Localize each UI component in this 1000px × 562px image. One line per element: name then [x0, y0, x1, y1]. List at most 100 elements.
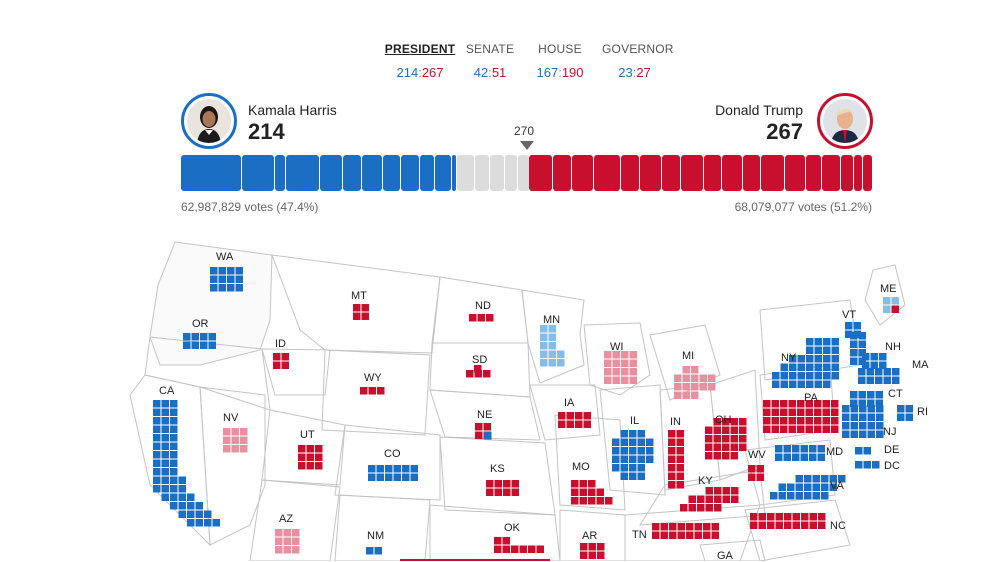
tile-ar[interactable]: [580, 551, 588, 560]
tile-ut[interactable]: [306, 445, 315, 453]
tile-ca[interactable]: [187, 510, 195, 519]
tile-in[interactable]: [676, 464, 685, 472]
tile-ks[interactable]: [511, 488, 520, 497]
tile-mn[interactable]: [548, 325, 557, 333]
tile-va[interactable]: [787, 483, 795, 492]
tile-sd[interactable]: [483, 370, 491, 378]
tile-ny[interactable]: [858, 332, 867, 340]
tile-ny[interactable]: [850, 357, 858, 366]
tile-pa[interactable]: [788, 408, 797, 417]
tile-ca[interactable]: [170, 476, 178, 485]
tile-pa[interactable]: [771, 400, 780, 408]
tile-mo[interactable]: [579, 497, 588, 505]
tile-pa[interactable]: [788, 425, 797, 434]
bar-segment-rep[interactable]: [806, 155, 821, 191]
tile-ma[interactable]: [883, 368, 892, 376]
bar-segment-dem[interactable]: [452, 155, 456, 191]
tile-ca[interactable]: [204, 510, 212, 519]
tile-nc[interactable]: [818, 521, 826, 530]
tile-wi[interactable]: [612, 368, 621, 376]
tile-pa[interactable]: [805, 408, 814, 417]
tile-wv[interactable]: [748, 473, 756, 482]
tile-id[interactable]: [273, 361, 281, 370]
tile-pa[interactable]: [797, 425, 805, 434]
tile-ok[interactable]: [511, 545, 519, 554]
tile-ct[interactable]: [850, 399, 858, 408]
tile-az[interactable]: [275, 546, 283, 554]
tile-ny[interactable]: [858, 357, 867, 366]
tile-tn[interactable]: [677, 531, 686, 540]
tile-mt[interactable]: [353, 312, 361, 321]
tile-ny[interactable]: [806, 372, 814, 380]
tile-wi[interactable]: [612, 376, 621, 385]
tile-md[interactable]: [775, 453, 783, 462]
tile-nm[interactable]: [374, 547, 383, 555]
tile-wi[interactable]: [629, 359, 638, 368]
tile-ca[interactable]: [170, 468, 178, 476]
tile-or[interactable]: [183, 333, 191, 341]
tile-ca[interactable]: [153, 434, 161, 442]
tile-ct[interactable]: [867, 391, 875, 399]
tile-ri[interactable]: [905, 413, 914, 422]
bar-segment-dem[interactable]: [362, 155, 382, 191]
tile-ia[interactable]: [558, 412, 566, 420]
tile-mi[interactable]: [682, 383, 691, 391]
bar-segment-dem[interactable]: [286, 155, 319, 191]
tile-ny[interactable]: [823, 372, 831, 380]
tile-in[interactable]: [668, 455, 676, 464]
tile-va[interactable]: [812, 475, 821, 483]
tile-pa[interactable]: [831, 400, 839, 408]
tile-mi[interactable]: [708, 374, 716, 383]
tile-ar[interactable]: [580, 543, 588, 551]
tile-md[interactable]: [817, 445, 826, 453]
tile-ny[interactable]: [814, 363, 823, 372]
tile-ny[interactable]: [780, 372, 789, 380]
tile-mo[interactable]: [588, 488, 596, 497]
tile-il[interactable]: [629, 472, 637, 481]
tile-ne[interactable]: [475, 423, 483, 431]
tile-tn[interactable]: [711, 523, 720, 531]
tile-va[interactable]: [804, 475, 812, 483]
tile-ma[interactable]: [858, 368, 866, 376]
tile-id[interactable]: [281, 361, 290, 370]
tile-mn[interactable]: [557, 359, 565, 367]
tile-wi[interactable]: [604, 368, 612, 376]
tile-ky[interactable]: [714, 487, 722, 495]
tile-ny[interactable]: [814, 346, 823, 355]
tile-tn[interactable]: [694, 531, 703, 540]
tile-sd[interactable]: [466, 370, 474, 378]
tile-mo[interactable]: [579, 488, 588, 497]
tile-nh[interactable]: [870, 361, 879, 370]
tile-tn[interactable]: [686, 523, 694, 531]
tile-va[interactable]: [821, 475, 829, 483]
tile-nj[interactable]: [859, 413, 867, 422]
tile-ne[interactable]: [484, 432, 492, 440]
tile-wi[interactable]: [604, 359, 612, 368]
tile-mn[interactable]: [548, 342, 557, 350]
tile-ut[interactable]: [298, 453, 306, 462]
tile-az[interactable]: [283, 537, 292, 546]
tile-sd[interactable]: [474, 370, 483, 378]
bar-segment-rep[interactable]: [863, 155, 872, 191]
tile-va[interactable]: [804, 483, 812, 492]
tile-oh[interactable]: [722, 452, 730, 460]
tile-ky[interactable]: [722, 487, 731, 495]
tile-az[interactable]: [292, 546, 300, 554]
tile-ky[interactable]: [697, 504, 705, 512]
tile-nj[interactable]: [867, 405, 876, 413]
tile-nj[interactable]: [876, 430, 884, 439]
tile-de[interactable]: [863, 447, 872, 455]
tile-oh[interactable]: [730, 435, 739, 443]
bar-segment-undecided[interactable]: [490, 155, 504, 191]
tile-va[interactable]: [795, 483, 804, 492]
tile-nv[interactable]: [223, 445, 231, 453]
tile-tn[interactable]: [677, 523, 686, 531]
tile-pa[interactable]: [797, 417, 805, 425]
tile-wi[interactable]: [629, 351, 638, 359]
tile-ny[interactable]: [780, 380, 789, 389]
tile-in[interactable]: [676, 438, 685, 447]
tile-ok[interactable]: [502, 545, 511, 554]
tile-nc[interactable]: [784, 521, 792, 530]
tile-wa[interactable]: [235, 267, 244, 275]
tile-il[interactable]: [620, 472, 629, 481]
